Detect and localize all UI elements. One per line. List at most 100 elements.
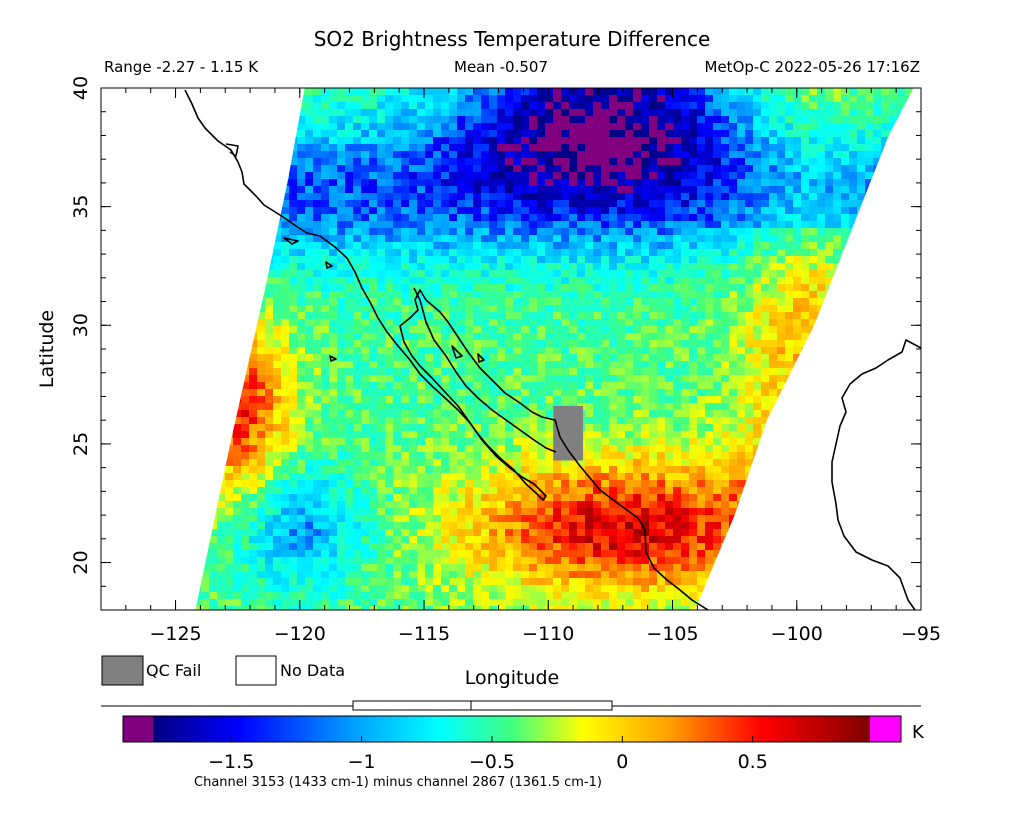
swath-cell: [345, 284, 354, 292]
swath-cell: [785, 88, 794, 96]
swath-cell: [681, 333, 690, 341]
swath-cell: [553, 354, 562, 362]
swath-cell: [377, 354, 386, 362]
swath-cell: [713, 200, 722, 208]
swath-cell: [849, 102, 858, 110]
swath-cell: [529, 340, 538, 348]
swath-cell: [377, 445, 386, 453]
swath-cell: [833, 116, 842, 124]
swath-cell: [689, 333, 698, 341]
swath-cell: [265, 354, 274, 362]
swath-cell: [577, 270, 586, 278]
swath-cell: [617, 417, 626, 425]
swath-cell: [745, 389, 754, 397]
swath-cell: [761, 277, 770, 285]
swath-cell: [377, 151, 386, 159]
swath-cell: [321, 340, 330, 348]
swath-cell: [665, 263, 674, 271]
swath-cell: [793, 228, 802, 236]
swath-cell: [281, 410, 290, 418]
swath-cell: [785, 200, 794, 208]
swath-cell: [345, 319, 354, 327]
swath-cell: [737, 291, 746, 299]
swath-cell: [689, 375, 698, 383]
swath-cell: [761, 340, 770, 348]
swath-cell: [449, 200, 458, 208]
swath-cell: [305, 256, 314, 264]
swath-cell: [713, 312, 722, 320]
swath-cell: [497, 389, 506, 397]
swath-cell: [625, 242, 634, 250]
swath-cell: [425, 214, 434, 222]
swath-cell: [545, 452, 554, 460]
swath-cell: [337, 284, 346, 292]
swath-cell: [305, 389, 314, 397]
swath-cell: [601, 396, 610, 404]
swath-cell: [561, 298, 570, 306]
swath-cell: [601, 312, 610, 320]
swath-cell: [809, 102, 818, 110]
swath-cell: [585, 186, 594, 194]
swath-cell: [409, 396, 418, 404]
swath-cell: [513, 200, 522, 208]
swath-cell: [745, 312, 754, 320]
swath-cell: [433, 389, 442, 397]
swath-cell: [537, 382, 546, 390]
swath-cell: [817, 207, 826, 215]
swath-cell: [681, 438, 690, 446]
swath-cell: [841, 144, 850, 152]
swath-cell: [769, 179, 778, 187]
swath-cell: [377, 284, 386, 292]
swath-cell: [753, 333, 762, 341]
swath-cell: [641, 368, 650, 376]
swath-cell: [657, 249, 666, 257]
swath-cell: [641, 270, 650, 278]
swath-cell: [633, 417, 642, 425]
swath-cell: [729, 340, 738, 348]
swath-cell: [585, 144, 594, 152]
swath-cell: [553, 144, 562, 152]
swath-cell: [441, 221, 450, 229]
swath-cell: [705, 186, 714, 194]
swath-cell: [297, 109, 306, 117]
swath-cell: [537, 221, 546, 229]
swath-cell: [761, 158, 770, 166]
swath-cell: [785, 207, 794, 215]
swath-cell: [537, 172, 546, 180]
swath-cell: [641, 123, 650, 131]
swath-cell: [721, 438, 730, 446]
swath-cell: [609, 256, 618, 264]
swath-cell: [609, 116, 618, 124]
swath-cell: [561, 319, 570, 327]
swath-cell: [417, 452, 426, 460]
swath-cell: [609, 172, 618, 180]
swath-cell: [641, 340, 650, 348]
swath-cell: [377, 186, 386, 194]
swath-cell: [265, 291, 274, 299]
swath-cell: [441, 382, 450, 390]
swath-cell: [601, 326, 610, 334]
swath-cell: [497, 88, 506, 96]
swath-cell: [393, 102, 402, 110]
swath-cell: [769, 347, 778, 355]
swath-cell: [473, 319, 482, 327]
swath-cell: [465, 123, 474, 131]
swath-cell: [577, 291, 586, 299]
swath-cell: [409, 277, 418, 285]
swath-cell: [385, 137, 394, 145]
swath-cell: [665, 165, 674, 173]
swath-cell: [345, 235, 354, 243]
swath-cell: [801, 319, 810, 327]
swath-cell: [665, 221, 674, 229]
swath-cell: [481, 403, 490, 411]
swath-cell: [769, 256, 778, 264]
swath-cell: [809, 249, 818, 257]
swath-cell: [513, 242, 522, 250]
swath-cell: [481, 354, 490, 362]
swath-cell: [361, 179, 370, 187]
swath-cell: [905, 88, 914, 96]
swath-cell: [649, 207, 658, 215]
swath-cell: [673, 277, 682, 285]
swath-cell: [497, 109, 506, 117]
swath-cell: [697, 410, 706, 418]
